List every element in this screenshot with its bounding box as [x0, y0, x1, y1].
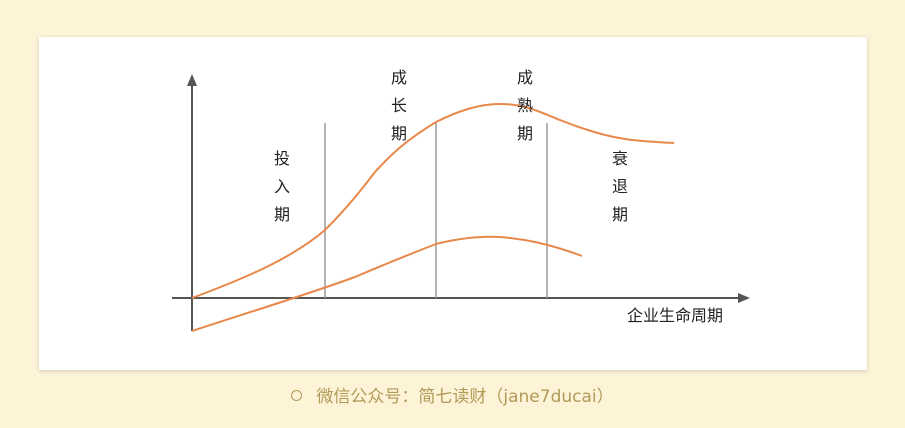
- stage-label-growth: 成长期: [391, 68, 407, 143]
- footer-text: 微信公众号：简七读财（jane7ducai）: [316, 387, 614, 407]
- x-axis-label: 企业生命周期: [627, 306, 723, 325]
- y-axis-arrow: [187, 74, 197, 86]
- stage-label-intro: 投入期: [274, 149, 290, 224]
- stage-label-maturity: 成熟期: [517, 68, 533, 143]
- lower-curve: [191, 235, 583, 332]
- footer-watermark: 微信公众号：简七读财（jane7ducai）: [0, 382, 905, 407]
- upper-curve: [191, 102, 675, 299]
- circle-icon: [291, 389, 303, 401]
- x-axis-arrow: [738, 293, 750, 303]
- stage-label-decline: 衰退期: [612, 149, 628, 224]
- diagram-card: [39, 37, 867, 370]
